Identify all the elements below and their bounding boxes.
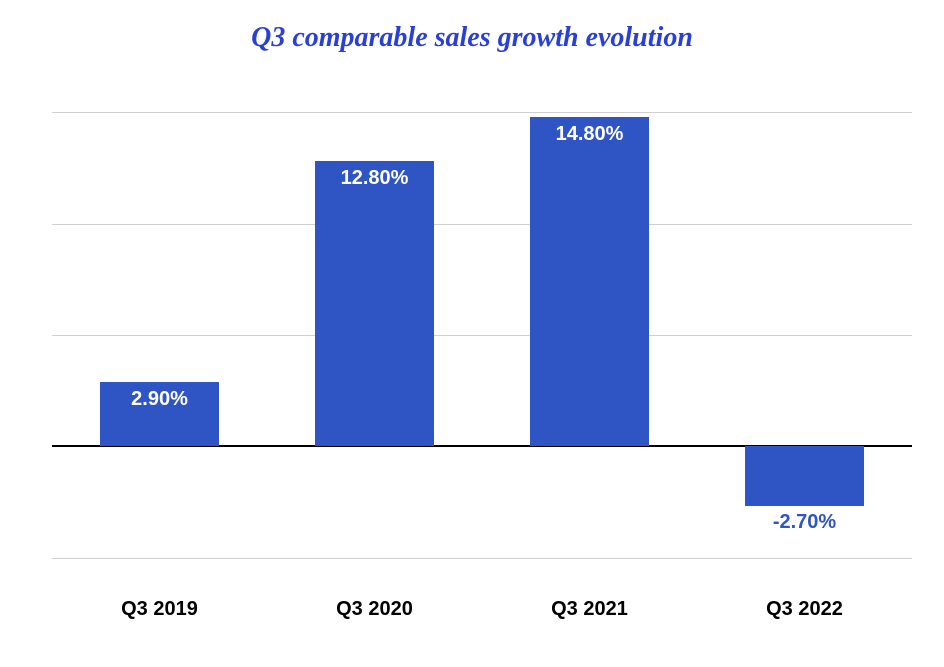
x-axis-label: Q3 2019 [52,598,267,621]
bar-value-label: -2.70% [745,511,863,534]
plot-area: 2.90%Q3 201912.80%Q3 202014.80%Q3 2021-2… [52,90,912,580]
chart-title: Q3 comparable sales growth evolution [0,22,944,54]
gridline [52,224,912,225]
bar [530,117,648,447]
gridline [52,112,912,113]
bar-value-label: 14.80% [530,123,648,146]
chart-container: Q3 comparable sales growth evolution 2.9… [0,0,944,667]
gridline [52,558,912,559]
bar [315,161,433,446]
gridline [52,335,912,336]
x-axis-label: Q3 2020 [267,598,482,621]
x-axis-label: Q3 2022 [697,598,912,621]
bar [745,446,863,506]
bar-value-label: 2.90% [100,388,218,411]
x-axis-label: Q3 2021 [482,598,697,621]
bar-value-label: 12.80% [315,167,433,190]
